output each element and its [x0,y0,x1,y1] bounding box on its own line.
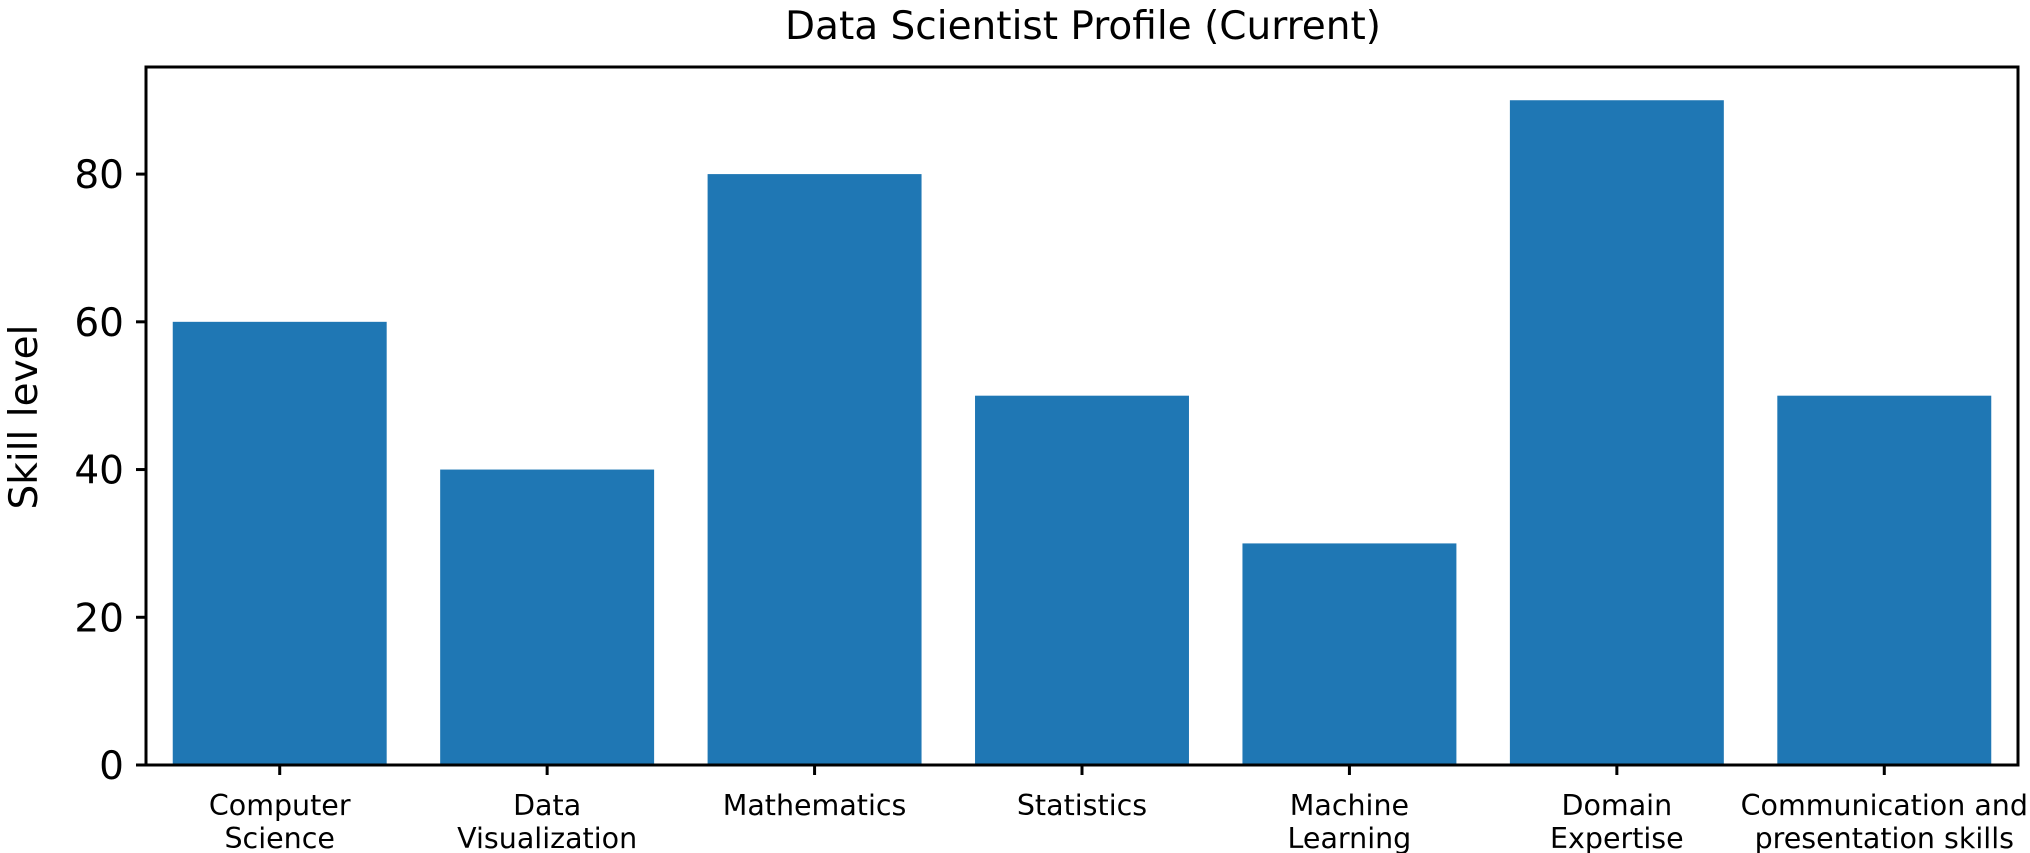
x-tick-label: Data [513,789,581,822]
bars [172,100,1992,765]
bar [440,469,655,765]
x-tick-label: Expertise [1550,822,1684,853]
x-tick-label: Learning [1288,822,1412,853]
x-tick-label: Visualization [457,822,637,853]
x-tick-label: Statistics [1017,789,1147,822]
plot-frame [144,65,2020,767]
x-tick-label: Communication and [1741,789,2028,822]
y-axis-label: Skill level [2,325,47,510]
x-tick-label: Domain [1562,789,1673,822]
bar [1242,543,1457,765]
bar [975,395,1189,765]
y-axis-ticks: 0 20 40 60 80 [74,153,146,789]
y-tick-label: 40 [74,449,124,494]
bar [1509,100,1724,765]
y-tick-label: 60 [74,301,124,346]
x-tick-label: Computer [209,789,351,822]
bar [172,321,387,765]
x-tick-label: Machine [1290,789,1409,822]
chart-title: Data Scientist Profile (Current) [785,4,1381,49]
y-tick-label: 0 [99,744,124,789]
y-tick-label: 80 [74,153,124,198]
bar [707,174,922,765]
x-tick-label: presentation skills [1755,822,2014,853]
x-tick-label: Mathematics [723,789,907,822]
bar [1777,395,1992,765]
y-tick-label: 20 [74,596,124,641]
x-tick-label: Science [224,822,334,853]
